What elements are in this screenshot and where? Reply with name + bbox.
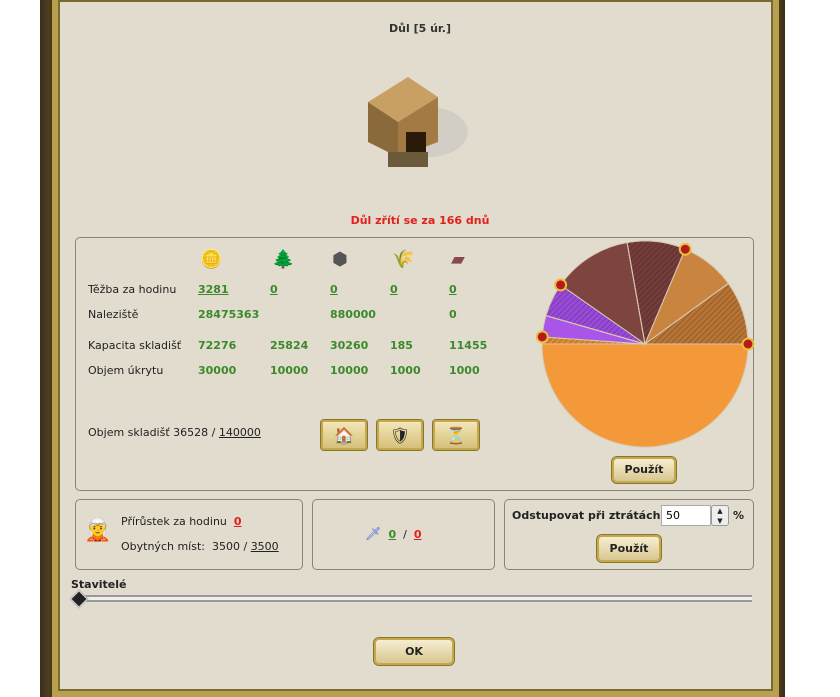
row-label: Objem úkrytu	[88, 364, 164, 377]
growth-row: Přírůstek za hodinu 0	[121, 515, 242, 528]
army-row: 🗡 0 / 0	[365, 527, 422, 542]
retreat-panel	[504, 499, 754, 570]
pie-apply-button[interactable]: Použít	[612, 457, 676, 483]
retreat-stepper[interactable]: ▲ ▼	[711, 505, 729, 526]
pie-slice	[541, 343, 749, 448]
defense-upgrade-button[interactable]: 🛡	[377, 420, 423, 450]
row-value[interactable]: 3281	[198, 283, 229, 296]
gold-icon: 🪙	[200, 249, 223, 270]
hourglass-icon: ⏳	[446, 425, 466, 445]
pie-handle[interactable]	[678, 242, 692, 256]
trade-button[interactable]: 🏠	[321, 420, 367, 450]
percent-unit: %	[733, 509, 745, 522]
row-value: 28475363	[198, 308, 260, 321]
builders-slider-track[interactable]	[78, 595, 752, 602]
own-army-link[interactable]: 0	[388, 528, 397, 541]
settler-icon: 🧝	[84, 518, 112, 543]
arrow-up-icon[interactable]: ▲	[717, 507, 723, 515]
row-value: 185	[390, 339, 413, 352]
row-value: 11455	[449, 339, 488, 352]
storage-max-link[interactable]: 140000	[218, 426, 261, 439]
storage-volume-label: Objem skladišť 36528 / 140000	[88, 426, 261, 439]
mine-building-image	[358, 62, 468, 182]
row-label: Těžba za hodinu	[88, 283, 177, 296]
row-value: 72276	[198, 339, 237, 352]
row-value: 1000	[449, 364, 480, 377]
stone-icon: ⬢	[332, 249, 348, 270]
row-value[interactable]: 0	[449, 283, 457, 296]
row-value[interactable]: 0	[390, 283, 398, 296]
housing-max-link[interactable]: 3500	[250, 540, 279, 553]
row-label: Kapacita skladišť	[88, 339, 182, 352]
wood-icon: 🌲	[272, 249, 295, 270]
time-button[interactable]: ⏳	[433, 420, 479, 450]
row-label: Naleziště	[88, 308, 139, 321]
row-value[interactable]: 0	[270, 283, 278, 296]
shield-up-icon: 🛡	[389, 425, 411, 445]
row-value: 30260	[330, 339, 369, 352]
sword-icon: 🗡	[365, 527, 382, 542]
pie-handle[interactable]	[741, 337, 755, 351]
resources-panel	[75, 237, 754, 491]
ok-button[interactable]: OK	[374, 638, 454, 665]
pie-handle[interactable]	[535, 330, 549, 344]
enemy-army-link[interactable]: 0	[413, 528, 422, 541]
row-value: 10000	[330, 364, 369, 377]
houses-icon: 🏠	[334, 425, 354, 445]
row-value: 0	[449, 308, 457, 321]
row-value: 880000	[330, 308, 376, 321]
army-panel	[312, 499, 495, 570]
row-value: 25824	[270, 339, 309, 352]
retreat-apply-button[interactable]: Použít	[597, 535, 661, 562]
row-value[interactable]: 0	[330, 283, 338, 296]
row-value: 1000	[390, 364, 421, 377]
row-value: 30000	[198, 364, 237, 377]
pie-handle[interactable]	[554, 278, 568, 292]
row-value: 10000	[270, 364, 309, 377]
collapse-warning: Důl zřítí se za 166 dnů	[350, 214, 490, 227]
population-panel	[75, 499, 303, 570]
retreat-label: Odstupovat při ztrátách	[512, 509, 661, 522]
arrow-down-icon[interactable]: ▼	[717, 517, 723, 525]
growth-value[interactable]: 0	[233, 515, 242, 528]
grain-icon: 🌾	[392, 249, 415, 270]
retreat-percent-input[interactable]	[661, 505, 711, 526]
builders-label: Stavitelé	[71, 578, 127, 591]
iron-icon: ▰	[451, 249, 465, 270]
storage-pie-chart[interactable]	[530, 235, 760, 455]
housing-row: Obytných míst: 3500 / 3500	[121, 540, 279, 553]
dialog-title: Důl [5 úr.]	[389, 22, 451, 35]
